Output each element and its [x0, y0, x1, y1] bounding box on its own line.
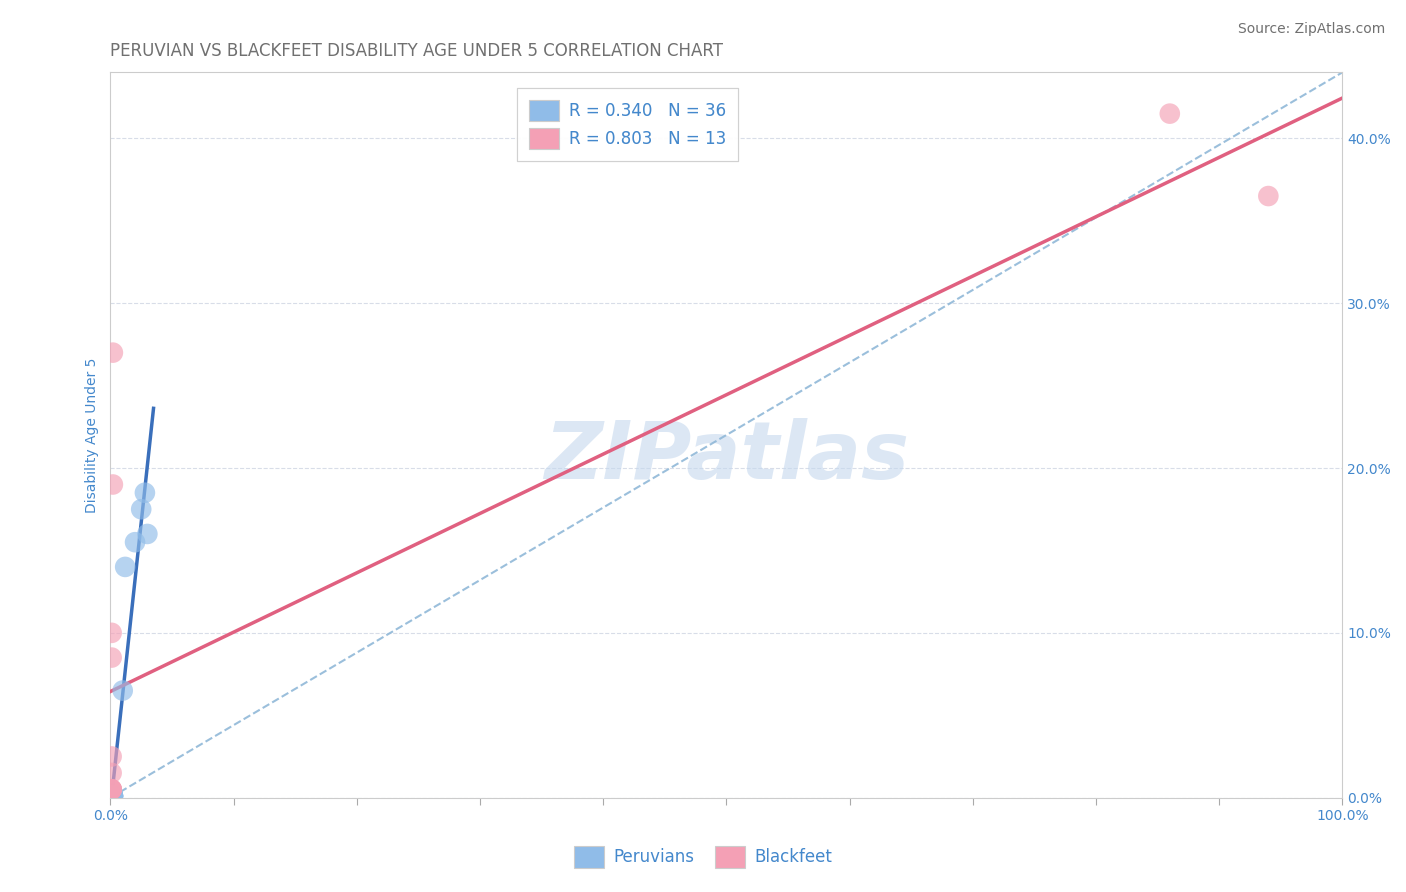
- Point: [114, 560, 136, 574]
- Point: [101, 345, 124, 359]
- Point: [101, 789, 124, 803]
- Point: [100, 782, 122, 797]
- Point: [100, 789, 122, 803]
- Point: [100, 789, 122, 803]
- Point: [101, 789, 124, 803]
- Point: [124, 535, 146, 549]
- Point: [101, 477, 124, 491]
- Point: [1159, 106, 1181, 120]
- Point: [100, 789, 122, 803]
- Point: [100, 625, 122, 640]
- Point: [100, 766, 122, 780]
- Point: [101, 789, 124, 803]
- Text: Source: ZipAtlas.com: Source: ZipAtlas.com: [1237, 22, 1385, 37]
- Point: [129, 502, 152, 516]
- Point: [101, 789, 124, 803]
- Text: ZIPatlas: ZIPatlas: [544, 417, 908, 496]
- Point: [100, 789, 122, 803]
- Legend: Peruvians, Blackfeet: Peruvians, Blackfeet: [562, 834, 844, 880]
- Point: [100, 789, 122, 803]
- Point: [100, 782, 122, 797]
- Point: [100, 789, 122, 803]
- Point: [101, 789, 124, 803]
- Point: [134, 485, 156, 500]
- Point: [100, 789, 122, 803]
- Point: [100, 789, 122, 803]
- Point: [100, 789, 122, 803]
- Point: [100, 789, 122, 803]
- Point: [100, 789, 122, 803]
- Point: [100, 789, 122, 803]
- Point: [100, 789, 122, 803]
- Point: [101, 789, 124, 803]
- Point: [101, 789, 124, 803]
- Point: [100, 782, 122, 797]
- Legend: R = 0.340   N = 36, R = 0.803   N = 13: R = 0.340 N = 36, R = 0.803 N = 13: [517, 88, 738, 161]
- Point: [100, 789, 122, 803]
- Point: [136, 527, 159, 541]
- Point: [101, 789, 124, 803]
- Point: [100, 789, 122, 803]
- Point: [100, 789, 122, 803]
- Point: [100, 789, 122, 803]
- Point: [100, 789, 122, 803]
- Point: [100, 789, 122, 803]
- Point: [100, 650, 122, 665]
- Point: [100, 782, 122, 797]
- Point: [100, 789, 122, 803]
- Point: [101, 789, 124, 803]
- Text: PERUVIAN VS BLACKFEET DISABILITY AGE UNDER 5 CORRELATION CHART: PERUVIAN VS BLACKFEET DISABILITY AGE UND…: [111, 42, 724, 60]
- Point: [100, 782, 122, 797]
- Point: [100, 789, 122, 803]
- Point: [1257, 189, 1279, 203]
- Point: [111, 683, 134, 698]
- Y-axis label: Disability Age Under 5: Disability Age Under 5: [86, 358, 100, 513]
- Point: [100, 749, 122, 764]
